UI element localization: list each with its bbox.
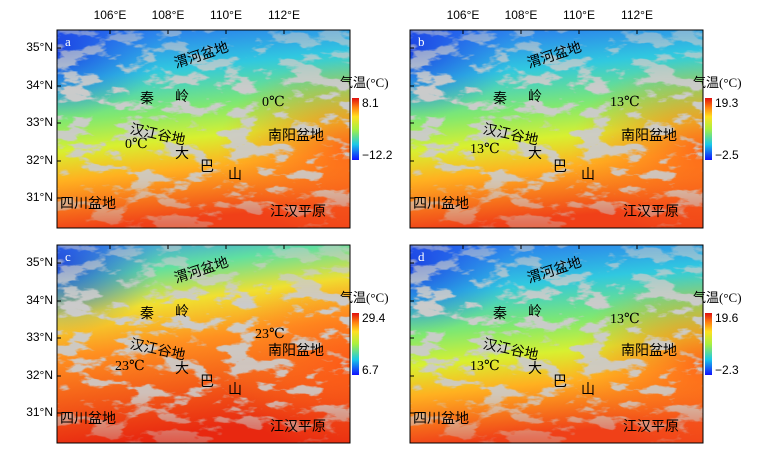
panel-label: a [65,34,71,49]
x-tick-label: 110°E [210,8,242,22]
place-name: 江汉平原 [623,419,679,435]
place-name: 山 [581,382,595,398]
colorbar-title: 气温(°C) [340,75,389,90]
place-name: 秦 [493,91,507,107]
place-name: 江汉平原 [270,419,326,435]
y-tick-label: 32°N [26,153,53,167]
place-name: 四川盆地 [60,411,116,427]
x-tick-label: 112°E [621,8,653,22]
colorbar-max: 29.4 [362,311,386,325]
place-name: 大 [528,361,542,377]
map-frame [409,29,704,229]
place-name: 大 [175,361,189,377]
isotherm-label: 13℃ [470,359,500,374]
place-name: 岭 [528,89,542,105]
panel-label: c [65,249,71,264]
map-frame [409,244,704,444]
colorbar [705,98,712,160]
colorbar [705,313,712,375]
place-name: 大 [528,146,542,162]
colorbar [352,313,359,375]
y-tick-label: 35°N [26,255,53,269]
colorbar-max: 19.6 [715,311,739,325]
place-name: 大 [175,146,189,162]
place-name: 巴 [553,375,567,390]
x-tick-label: 106°E [447,8,480,22]
colorbar-max: 19.3 [715,96,739,110]
place-name: 岭 [175,304,189,320]
mountain-texture [57,245,350,443]
place-name: 秦 [493,306,507,322]
place-name: 山 [228,167,242,183]
colorbar [352,98,359,160]
isotherm-label: 0℃ [262,95,285,110]
x-tick-label: 108°E [152,8,185,22]
mountain-texture [410,30,703,228]
place-name: 岭 [528,304,542,320]
place-name: 山 [228,382,242,398]
x-tick-label: 112°E [268,8,300,22]
place-name: 四川盆地 [413,411,469,427]
colorbar-title: 气温(°C) [340,290,389,305]
colorbar-title: 气温(°C) [693,290,742,305]
colorbar-min: 6.7 [362,363,379,377]
colorbar-max: 8.1 [362,96,379,110]
place-name: 南阳盆地 [621,343,677,359]
map-frame [56,244,351,444]
y-tick-label: 35°N [26,40,53,54]
place-name: 巴 [200,375,214,390]
mountain-texture [57,30,350,228]
mountain-texture [410,245,703,443]
y-tick-label: 31°N [26,190,53,204]
place-name: 江汉平原 [623,204,679,220]
y-tick-label: 31°N [26,405,53,419]
place-name: 南阳盆地 [268,128,324,144]
isotherm-label: 0℃ [125,137,148,152]
place-name: 巴 [553,160,567,175]
x-tick-label: 108°E [505,8,538,22]
isotherm-label: 23℃ [255,327,285,342]
panel-label: d [418,249,425,264]
x-tick-label: 106°E [94,8,127,22]
colorbar-title: 气温(°C) [693,75,742,90]
place-name: 巴 [200,160,214,175]
isotherm-label: 13℃ [610,95,640,110]
place-name: 秦 [140,306,154,322]
y-tick-label: 32°N [26,368,53,382]
isotherm-label: 13℃ [470,142,500,157]
place-name: 江汉平原 [270,204,326,220]
mountains [410,245,703,443]
mountains [57,30,350,228]
place-name: 岭 [175,89,189,105]
colorbar-min: −2.3 [715,363,739,377]
map-frame [56,29,351,229]
isotherm-label: 13℃ [610,312,640,327]
place-name: 山 [581,167,595,183]
y-tick-label: 33°N [26,115,53,129]
place-name: 秦 [140,91,154,107]
place-name: 四川盆地 [413,196,469,212]
y-tick-label: 34°N [26,293,53,307]
mountains [57,245,350,443]
isotherm-label: 23℃ [115,359,145,374]
y-tick-label: 34°N [26,78,53,92]
x-tick-label: 110°E [563,8,595,22]
place-name: 四川盆地 [60,196,116,212]
place-name: 南阳盆地 [621,128,677,144]
place-name: 南阳盆地 [268,343,324,359]
colorbar-min: −12.2 [362,148,393,162]
mountains [410,30,703,228]
panel-label: b [418,34,425,49]
y-tick-label: 33°N [26,330,53,344]
colorbar-min: −2.5 [715,148,739,162]
